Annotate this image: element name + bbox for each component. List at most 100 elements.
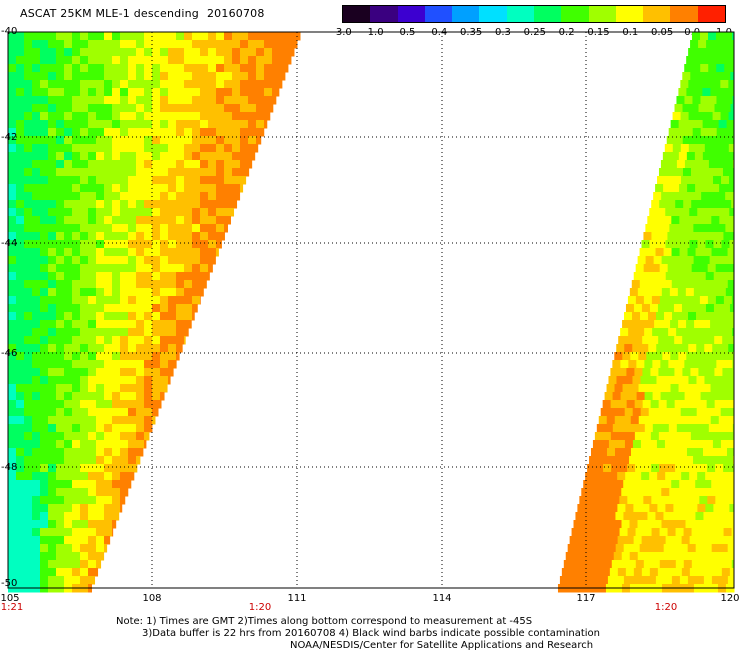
swath-cell — [655, 512, 664, 521]
swath-cell — [192, 112, 201, 121]
swath-cell — [88, 152, 97, 161]
swath-cell — [706, 72, 715, 81]
swath-cell — [693, 288, 703, 297]
swath-cell — [40, 136, 49, 145]
swath-cell — [724, 424, 734, 433]
swath-cell — [679, 184, 688, 193]
swath-cell — [208, 160, 217, 169]
swath-cell — [8, 104, 17, 113]
swath-cell — [160, 296, 169, 305]
swath-cell — [192, 80, 201, 89]
swath-cell — [40, 304, 49, 313]
swath-cell — [651, 264, 661, 273]
swath-cell — [662, 152, 672, 161]
swath-cell — [702, 56, 711, 65]
swath-cell — [24, 296, 33, 305]
swath-cell — [678, 120, 688, 129]
swath-cell — [104, 328, 113, 337]
swath-cell — [8, 360, 17, 369]
swath-cell — [176, 136, 185, 145]
swath-cell — [8, 520, 17, 529]
swath-cell — [56, 64, 65, 73]
swath-cell — [64, 464, 73, 473]
swath-cell — [112, 72, 121, 81]
swath-cell — [160, 264, 169, 273]
swath-cell — [80, 512, 89, 521]
swath-cell — [128, 152, 137, 161]
swath-cell — [731, 232, 735, 241]
swath-cell — [256, 128, 265, 137]
swath-cell — [677, 520, 687, 529]
swath-cell — [717, 456, 726, 465]
swath-cell — [671, 248, 681, 257]
swath-cell — [64, 328, 73, 337]
swath-cell — [184, 96, 193, 105]
swath-cell — [144, 240, 153, 249]
swath-cell — [686, 120, 696, 129]
swath-cell — [88, 40, 97, 49]
swath-cell — [728, 312, 735, 321]
swath-cell — [720, 344, 729, 353]
swath-cell — [192, 312, 195, 321]
swath-cell — [56, 88, 65, 97]
swath-cell — [601, 472, 610, 481]
swath-cell — [72, 240, 81, 249]
swath-cell — [72, 120, 81, 129]
swath-cell — [48, 96, 57, 105]
swath-cell — [72, 304, 81, 313]
swath-cell — [691, 496, 700, 505]
swath-cell — [48, 424, 57, 433]
swath-cell — [120, 440, 129, 449]
swath-cell — [144, 128, 153, 137]
swath-cell — [660, 160, 670, 169]
swath-cell — [224, 48, 233, 57]
swath-cell — [634, 368, 643, 377]
swath-cell — [686, 448, 696, 457]
swath-cell — [264, 40, 273, 49]
swath-cell — [128, 216, 137, 225]
swath-cell — [120, 392, 129, 401]
swath-cell — [704, 408, 714, 417]
swath-cell — [596, 424, 606, 433]
colorbar-swatch — [479, 6, 507, 22]
swath-cell — [707, 200, 716, 209]
swath-cell — [603, 560, 613, 569]
swath-cell — [232, 128, 241, 137]
swath-cell — [256, 104, 265, 113]
swath-cell — [56, 296, 65, 305]
swath-cell — [64, 312, 73, 321]
swath-cell — [80, 336, 89, 345]
swath-cell — [80, 232, 89, 241]
swath-cell — [144, 336, 153, 345]
swath-cell — [56, 552, 65, 561]
swath-cell — [88, 424, 97, 433]
swath-cell — [40, 296, 49, 305]
swath-cell — [674, 168, 684, 177]
swath-cell — [120, 424, 129, 433]
swath-cell — [176, 280, 185, 289]
swath-cell — [80, 464, 89, 473]
swath-cell — [48, 480, 57, 489]
swath-cell — [680, 408, 690, 417]
swath-cell — [8, 488, 17, 497]
swath-cell — [144, 432, 150, 441]
swath-cell — [136, 280, 145, 289]
swath-cell — [726, 384, 735, 393]
swath-cell — [104, 224, 113, 233]
swath-cell — [694, 88, 703, 97]
swath-cell — [80, 216, 89, 225]
swath-cell — [104, 544, 108, 553]
swath-cell — [695, 280, 705, 289]
swath-cell — [693, 256, 703, 265]
swath-cell — [176, 104, 185, 113]
swath-cell — [598, 448, 608, 457]
swath-cell — [577, 504, 586, 513]
colorbar-swatch — [588, 6, 616, 22]
lon-label: 105 — [0, 593, 20, 604]
swath-cell — [665, 240, 674, 249]
swath-cell — [96, 320, 105, 329]
swath-cell — [40, 568, 49, 577]
swath-cell — [264, 72, 273, 81]
swath-cell — [631, 576, 641, 585]
swath-cell — [56, 312, 65, 321]
